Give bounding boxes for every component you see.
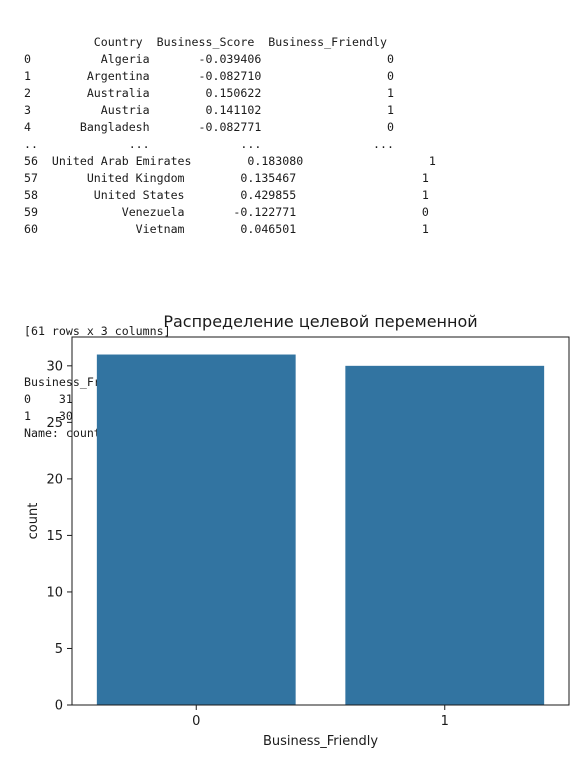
y-tick-label: 0 — [55, 699, 63, 714]
dataframe-row: .. ... ... ... — [24, 137, 394, 151]
y-tick-label: 10 — [46, 585, 63, 600]
blank-line — [24, 272, 584, 289]
console-output: Country Business_Score Business_Friendly… — [24, 0, 584, 459]
y-tick-label: 15 — [46, 529, 63, 544]
dataframe-row: 60 Vietnam 0.046501 1 — [24, 222, 429, 236]
bar-chart: Распределение целевой переменной 0 1 0 5 10 15… — [0, 305, 588, 754]
dataframe-row: 4 Bangladesh -0.082771 0 — [24, 120, 394, 134]
bar-1 — [345, 365, 545, 705]
dataframe-row: 58 United States 0.429855 1 — [24, 188, 429, 202]
dataframe-row: 3 Austria 0.141102 1 — [24, 103, 394, 117]
bar-0 — [96, 354, 296, 705]
y-tick-label: 25 — [46, 416, 63, 431]
y-tick-label: 20 — [46, 472, 63, 487]
x-tick-label: 1 — [441, 714, 449, 729]
chart-title: Распределение целевой переменной — [163, 312, 477, 331]
x-tick-label: 0 — [192, 714, 200, 729]
shape-line: [61 rows x 3 columns] — [24, 324, 171, 338]
dataframe-row: Country Business_Score Business_Friendly — [24, 35, 387, 49]
y-axis-label: count — [26, 503, 41, 540]
dataframe-row: 59 Venezuela -0.122771 0 — [24, 205, 429, 219]
value-counts-row: 0 31 — [24, 392, 73, 406]
dataframe-row: 0 Algeria -0.039406 0 — [24, 52, 394, 66]
y-tick-label: 5 — [55, 642, 63, 657]
dataframe-row: 1 Argentina -0.082710 0 — [24, 69, 394, 83]
dataframe-row: 56 United Arab Emirates 0.183080 1 — [24, 154, 436, 168]
dataframe-row: 57 United Kingdom 0.135467 1 — [24, 171, 429, 185]
value-counts-row: 1 30 — [24, 409, 73, 423]
dataframe-printout: Country Business_Score Business_Friendly… — [24, 34, 584, 238]
y-tick-label: 30 — [46, 359, 63, 374]
plot-frame — [71, 336, 570, 706]
dataframe-row: 2 Australia 0.150622 1 — [24, 86, 394, 100]
x-axis-label: Business_Friendly — [263, 734, 378, 749]
